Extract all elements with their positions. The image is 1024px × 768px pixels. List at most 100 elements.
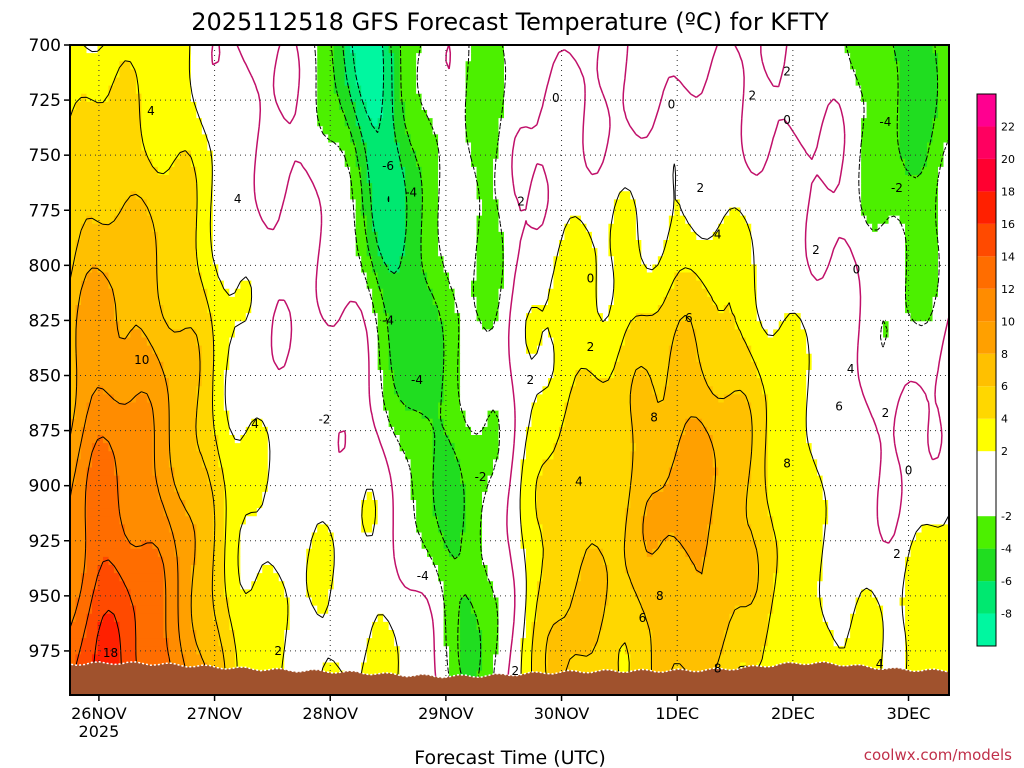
contour-line	[314, 45, 949, 695]
colorbar-swatch	[977, 418, 996, 452]
contour-label: 0	[905, 463, 913, 477]
contour-label: 6	[639, 611, 647, 625]
contour-label: 6	[835, 399, 843, 413]
contour-label: 2	[511, 664, 519, 678]
contour-label: 0	[552, 91, 560, 105]
ground-surface	[70, 661, 949, 695]
ground-layer	[70, 661, 949, 695]
colorbar-swatch	[977, 451, 996, 484]
colorbar-tick-label: 8	[1001, 348, 1008, 361]
contour-label: 4	[876, 657, 884, 671]
plot-frame	[69, 44, 950, 696]
colorbar-tick-label: -8	[1001, 608, 1012, 621]
colorbar-tick-label: 12	[1001, 283, 1015, 296]
contour-label: 6	[685, 311, 693, 325]
contour-label: -4	[382, 313, 394, 327]
colorbar-tick-label: 10	[1001, 315, 1015, 328]
x-tick-label: 28NOV	[302, 704, 358, 723]
contour-label: -4	[411, 373, 423, 387]
colorbar-swatch	[977, 191, 996, 224]
contour-label: -4	[405, 186, 417, 200]
colorbar-swatch	[977, 158, 996, 192]
contour-line	[330, 45, 939, 695]
contour-label: 2	[783, 64, 791, 78]
contour-label: 4	[234, 192, 242, 206]
colorbar-swatch	[977, 223, 996, 257]
colorbar-swatch	[977, 353, 996, 387]
y-tick-label: 825	[29, 311, 61, 331]
grid-layer	[70, 45, 949, 695]
contour-label: 8	[656, 589, 664, 603]
colorbar-swatch	[977, 548, 996, 582]
contour-line	[70, 387, 193, 695]
contour-label: 0	[587, 272, 595, 286]
contour-label: 2	[812, 243, 820, 257]
contour-label: 2	[274, 644, 282, 658]
contour-label: -4	[417, 569, 429, 583]
colorbar-tick-label: 4	[1001, 413, 1008, 426]
contour-label: 10	[134, 353, 149, 367]
contour-label: 2	[882, 406, 890, 420]
contour-label: 4	[251, 417, 259, 431]
contour-line	[70, 60, 949, 695]
x-tick-label: 30NOV	[534, 704, 590, 723]
contour-label: 8	[650, 410, 658, 424]
contour-label: 4	[847, 362, 855, 376]
contour-label: 2	[749, 89, 757, 103]
y-tick-label: 725	[29, 91, 61, 111]
contour-label: 2	[893, 547, 901, 561]
x-axis-label: Forecast Time (UTC)	[414, 747, 605, 768]
x-tick-label: 1DEC	[655, 704, 699, 723]
contour-label: -2	[475, 470, 487, 484]
contour-line	[211, 45, 949, 695]
y-tick-label: 875	[29, 422, 61, 442]
contour-label: 2	[517, 194, 525, 208]
y-tick-label: 700	[29, 36, 61, 56]
contour-label: -2	[891, 181, 903, 195]
colorbar-frame	[976, 93, 997, 647]
x-tick-label: 27NOV	[187, 704, 243, 723]
contour-label: 0	[853, 263, 861, 277]
y-axis: 700 725 750 775 800 825 850 875 900 925 950 975	[29, 36, 70, 662]
y-tick-label: 850	[29, 367, 61, 387]
y-tick-label: 975	[29, 642, 61, 662]
y-tick-label: 775	[29, 201, 61, 221]
contour-label: 2	[587, 340, 595, 354]
x-tick-label: 29NOV	[418, 704, 474, 723]
colorbar-tick-label: -2	[1001, 510, 1012, 523]
colorbar-swatch	[977, 516, 996, 549]
colorbar-swatch	[977, 613, 996, 646]
colorbar-tick-label: 6	[1001, 380, 1008, 393]
contour-label: 8	[714, 662, 722, 676]
colorbar: -8 -6 -4 -2 2 4 6 8 10 12 14 16 18 20 22	[976, 93, 1015, 647]
y-tick-label: 900	[29, 477, 61, 497]
contour-label: -6	[382, 159, 394, 173]
contour-label: -4	[879, 115, 891, 129]
colorbar-swatch	[977, 321, 996, 354]
contour-line	[83, 45, 949, 695]
y-tick-label: 800	[29, 256, 61, 276]
colorbar-swatch	[977, 94, 996, 127]
contour-label: 0	[783, 113, 791, 127]
y-tick-label: 950	[29, 587, 61, 607]
colorbar-swatch	[977, 126, 996, 159]
x-tick-label: 2DEC	[771, 704, 815, 723]
contour-label: 0	[668, 97, 676, 111]
x-tick-sublabel: 2025	[79, 722, 120, 741]
colorbar-swatch	[977, 483, 996, 517]
contour-label: 18	[103, 646, 118, 660]
colorbar-tick-label: -6	[1001, 575, 1012, 588]
contour-label: 4	[714, 227, 722, 241]
colorbar-tick-label: 20	[1001, 153, 1015, 166]
colorbar-tick-label: 18	[1001, 185, 1015, 198]
contour-label: 4	[575, 474, 583, 488]
contour-label: 2	[526, 373, 534, 387]
contour-line-layer	[70, 45, 949, 695]
colorbar-tick-label: 22	[1001, 120, 1015, 133]
colorbar-swatch	[977, 256, 996, 289]
colorbar-swatch	[977, 581, 996, 614]
